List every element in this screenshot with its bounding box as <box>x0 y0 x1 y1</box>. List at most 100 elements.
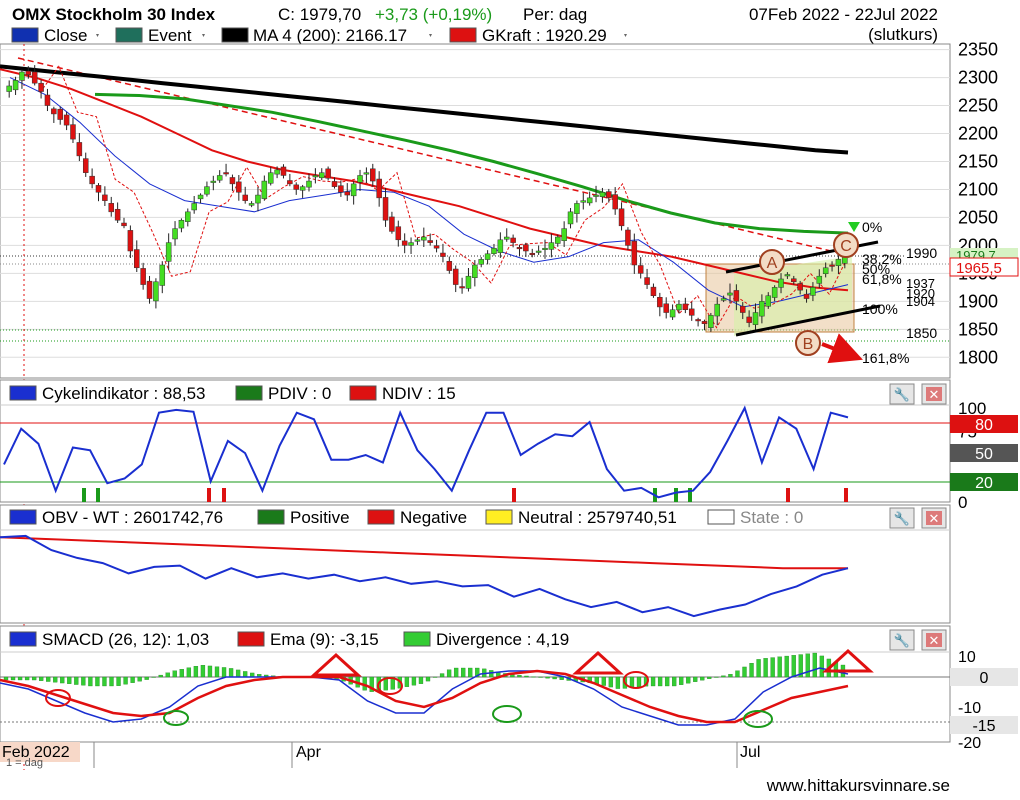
divergence-bar <box>383 676 388 691</box>
divergence-bar <box>95 676 100 687</box>
buy-circle-icon <box>743 710 773 728</box>
divergence-bar <box>446 669 452 678</box>
ema-swatch[interactable] <box>237 631 265 647</box>
divergence-marker <box>512 488 516 502</box>
divergence-bar <box>686 676 691 684</box>
divergence-bar <box>200 665 206 678</box>
candle-body <box>408 242 414 246</box>
close-button[interactable]: ✕ <box>921 507 947 529</box>
divergence-bar <box>756 659 761 678</box>
event-series-toggle[interactable]: Event <box>115 26 205 45</box>
divergence-bar <box>235 669 241 678</box>
divergence-marker <box>786 488 790 502</box>
dropdown-arrow-icon[interactable] <box>624 34 627 37</box>
candle-body <box>465 275 472 289</box>
candle-body <box>229 177 236 185</box>
candle-body <box>835 259 842 266</box>
candle-body <box>89 175 95 185</box>
divergence-bar <box>531 676 536 678</box>
sell-circle-icon <box>45 689 71 707</box>
divergence-bar <box>714 676 719 678</box>
candle-body <box>134 249 140 269</box>
candle-body <box>146 280 153 299</box>
obv-swatch[interactable] <box>9 509 37 525</box>
neutral-swatch[interactable] <box>485 509 513 525</box>
y-tick-label: 2300 <box>958 68 998 88</box>
settings-button[interactable]: 🔧 <box>889 507 915 529</box>
candle-body <box>548 242 555 250</box>
pdiv-swatch[interactable] <box>235 385 263 401</box>
divergence-bar <box>24 676 30 681</box>
x-axis: Feb 2022 1 = dag Apr Jul <box>0 741 950 769</box>
candle-body <box>306 180 312 188</box>
candle-body <box>459 286 465 289</box>
candle-body <box>472 264 478 278</box>
divergence-swatch[interactable] <box>403 631 431 647</box>
point-c-label: C <box>840 238 852 255</box>
candle-body <box>746 316 752 323</box>
close-button[interactable]: ✕ <box>921 383 947 405</box>
divergence-bar <box>721 675 726 678</box>
smacd-swatch[interactable] <box>9 631 37 647</box>
divergence-bar <box>411 676 417 686</box>
state-swatch[interactable] <box>707 509 735 525</box>
divergence-bar <box>608 676 614 688</box>
candle-body <box>759 301 765 317</box>
cycle-color-swatch[interactable] <box>9 385 37 401</box>
ma200-series-toggle[interactable]: MA 4 (200): 2166.17 <box>221 26 432 45</box>
negative-swatch[interactable] <box>367 509 395 525</box>
settings-button[interactable]: 🔧 <box>889 383 915 405</box>
close-series-toggle[interactable]: Close <box>11 26 99 45</box>
price-basis: (slutkurs) <box>868 25 938 44</box>
event-series-label: Event <box>148 26 192 45</box>
level-label-1904: 1904 <box>906 294 935 309</box>
candle-body <box>803 293 810 299</box>
fib-label-161: 161,8% <box>862 350 909 366</box>
candle-body <box>567 211 574 225</box>
candle-body <box>516 247 523 250</box>
sell-triangle-icon <box>310 652 362 677</box>
ndiv-swatch[interactable] <box>349 385 377 401</box>
candle-body <box>657 297 663 308</box>
divergence-bar <box>700 676 705 681</box>
gkraft-series-toggle[interactable]: GKraft : 1920.29 <box>449 26 627 45</box>
dropdown-arrow-icon[interactable] <box>429 34 432 37</box>
candle-body <box>185 211 191 222</box>
svg-text:Ema (9): -3,15: Ema (9): -3,15 <box>270 630 379 649</box>
svg-text:State : 0: State : 0 <box>740 508 803 527</box>
candle-body <box>76 142 83 157</box>
divergence-bar <box>615 676 621 689</box>
close-button[interactable]: ✕ <box>921 629 947 651</box>
settings-button[interactable]: 🔧 <box>889 629 915 651</box>
divergence-marker <box>82 488 86 502</box>
lower-channel-line <box>735 304 881 337</box>
candle-body <box>140 268 146 285</box>
cycle-line <box>3 405 849 499</box>
sell-triangle-icon <box>822 648 874 673</box>
candle-body <box>510 237 516 243</box>
candle-body <box>542 247 548 250</box>
candle-body <box>395 226 402 241</box>
level-tag-20 <box>950 473 1018 491</box>
candle-body <box>216 175 223 181</box>
y-tick-label: 2050 <box>958 207 998 227</box>
divergence-bar <box>439 673 445 678</box>
candle-body <box>267 172 274 184</box>
candle-body <box>114 208 121 221</box>
obv-signal-line <box>0 536 848 570</box>
candle-body <box>370 168 376 182</box>
candle-body <box>223 172 229 175</box>
svg-text:-10: -10 <box>958 700 981 717</box>
candle-body <box>376 178 382 199</box>
dropdown-arrow-icon[interactable] <box>202 34 205 37</box>
candle-body <box>618 208 625 227</box>
candle-body <box>287 180 293 185</box>
divergence-bar <box>763 658 768 678</box>
divergence-bar <box>679 676 684 685</box>
divergence-bar <box>116 676 121 686</box>
positive-swatch[interactable] <box>257 509 285 525</box>
divergence-bar <box>130 676 135 683</box>
dropdown-arrow-icon[interactable] <box>96 34 99 37</box>
candle-body <box>280 166 287 176</box>
